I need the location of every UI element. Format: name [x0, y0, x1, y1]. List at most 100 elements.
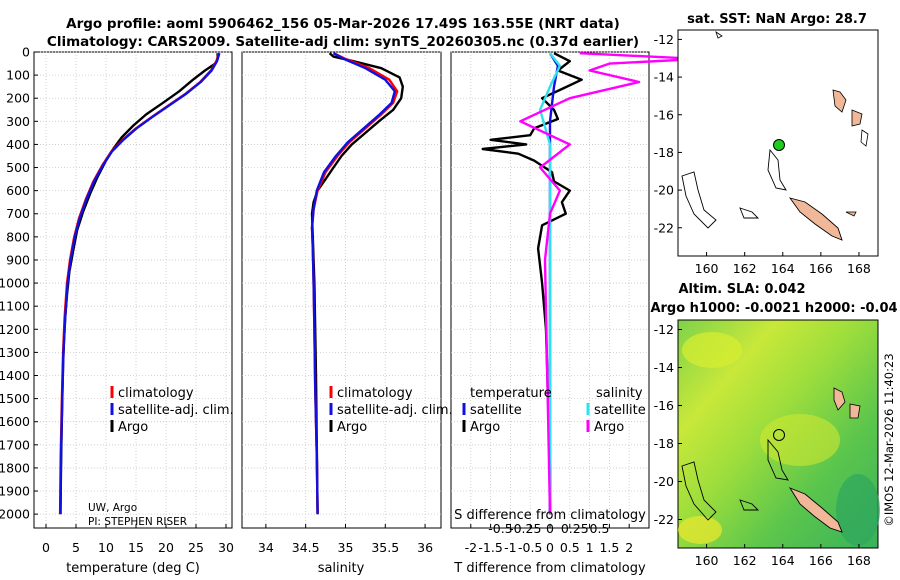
depth-tick-label: 1200: [0, 322, 30, 337]
sla-map-float-position: [773, 429, 785, 441]
sla-map-island-vanuatu-2: [849, 403, 861, 419]
lon-tick-label: 162: [733, 553, 757, 568]
diff-legend-title-temperature: temperature: [470, 386, 552, 401]
diff-legend-title-salinity: salinity: [596, 386, 643, 401]
lat-tick-label: -20: [654, 474, 674, 489]
depth-tick-label: 1000: [0, 276, 30, 291]
header-line-1: Argo profile: aoml 5906462_156 05-Mar-20…: [66, 16, 620, 32]
series-line-satellite-adj-clim-: [310, 52, 396, 515]
x-tick-label: 0.5: [560, 540, 580, 555]
sla-map-subtitle: Argo h1000: -0.0021 h2000: -0.04: [650, 301, 897, 316]
depth-tick-label: 1600: [0, 414, 30, 429]
sst-map-island-vanuatu-3: [860, 129, 869, 147]
series-line-satellite-adj-clim-: [59, 52, 221, 515]
sal-panel-frame: [241, 51, 442, 529]
depth-tick-label: 1900: [0, 484, 30, 499]
x-tick-label: 0: [546, 540, 554, 555]
x-tick-label: 1: [586, 540, 594, 555]
x-tick-label: -2: [465, 540, 477, 555]
lat-tick-label: -12: [654, 322, 674, 337]
x-tick-label: 34: [258, 540, 274, 555]
lat-tick-label: -20: [654, 183, 674, 198]
x-tick-label: 15: [128, 540, 144, 555]
diff-legend-label-t-argo: Argo: [470, 420, 500, 435]
temp-panel-frame: [33, 51, 233, 529]
s-diff-tick-label: -0.25: [509, 521, 541, 536]
sla-map-low-patch: [836, 474, 880, 546]
sst-map: [677, 29, 879, 257]
lon-tick-label: 166: [809, 261, 833, 276]
temp-x-label: temperature (deg C): [66, 561, 200, 576]
x-tick-label: 5: [72, 540, 80, 555]
diff-legend: temperature salinity satellite Argo sate…: [462, 386, 646, 435]
diff-legend-label-t-satellite: satellite: [470, 403, 522, 418]
sla-map: [677, 319, 880, 549]
x-tick-label: -1: [504, 540, 516, 555]
lat-tick-label: -14: [654, 360, 674, 375]
lat-tick-label: -12: [654, 32, 674, 47]
x-tick-label: 20: [158, 540, 174, 555]
profile-lines: [58, 52, 700, 515]
lon-tick-label: 162: [733, 261, 757, 276]
depth-tick-label: 500: [6, 160, 30, 175]
lat-tick-label: -18: [654, 145, 674, 160]
depth-tick-label: 1800: [0, 460, 30, 475]
sal-legend: climatology satellite-adj. clim. Argo: [329, 386, 453, 435]
lon-tick-label: 168: [847, 553, 871, 568]
depth-tick-label: 1700: [0, 437, 30, 452]
depth-tick-label: 900: [6, 252, 30, 267]
lon-tick-label: 160: [695, 261, 719, 276]
depth-tick-label: 200: [6, 91, 30, 106]
s-diff-tick-label: 0: [546, 521, 554, 536]
temp-legend: climatology satellite-adj. clim. Argo: [110, 386, 234, 435]
x-tick-label: 35.5: [371, 540, 399, 555]
s-diff-tick-label: 0.25: [561, 521, 589, 536]
depth-tick-label: 600: [6, 183, 30, 198]
depth-tick-label: 0: [22, 45, 30, 60]
sst-map-islet-1: [715, 31, 723, 39]
x-tick-label: 36: [417, 540, 433, 555]
sla-map-new-caledonia: [788, 487, 843, 533]
sst-map-new-caledonia: [788, 197, 843, 241]
sst-map-loyalty-islands: [845, 211, 857, 217]
sla-map-reef-1: [767, 438, 789, 481]
depth-tick-label: 1100: [0, 299, 30, 314]
x-tick-label: 34.5: [292, 540, 320, 555]
sst-map-reef-1: [767, 148, 787, 191]
diff-legend-label-s-argo: Argo: [594, 420, 624, 435]
legend-label-satellite-adj: satellite-adj. clim.: [118, 403, 234, 418]
lat-tick-label: -16: [654, 107, 674, 122]
grid-layer: [34, 51, 649, 528]
series-line-t-argo: [481, 52, 583, 515]
x-tick-label: 35: [338, 540, 354, 555]
lat-tick-label: -16: [654, 398, 674, 413]
s-diff-axis-label: S difference from climatology: [454, 508, 646, 523]
x-tick-label: 30: [218, 540, 234, 555]
imos-credit: ©IMOS 12-Mar-2026 11:40:23: [882, 353, 896, 526]
x-tick-label: -1.5: [478, 540, 502, 555]
sst-map-float-position: [773, 139, 785, 151]
depth-tick-label: 1300: [0, 345, 30, 360]
lon-tick-label: 164: [771, 261, 795, 276]
sla-map-high-patch-3: [678, 516, 722, 544]
depth-tick-label: 1400: [0, 368, 30, 383]
series-line-s-satellite: [538, 52, 562, 515]
depth-tick-label: 800: [6, 229, 30, 244]
x-tick-label: 1.5: [599, 540, 619, 555]
sst-map-island-vanuatu-1: [832, 89, 847, 113]
pi-note: PI: STEPHEN RISER: [88, 516, 187, 528]
sal-legend-label-argo: Argo: [337, 420, 367, 435]
sla-map-title: Altim. SLA: 0.042: [679, 282, 806, 297]
depth-tick-label: 400: [6, 137, 30, 152]
lat-tick-label: -22: [654, 220, 674, 235]
sst-map-title: sat. SST: NaN Argo: 28.7: [687, 12, 867, 27]
sla-map-high-patch-2: [760, 414, 840, 466]
x-axis-ticks: 0 5 10 15 20 25 30 34 34.5 35 35.5 36 -2 -1.5 -1 -0.5 0 0…: [42, 524, 633, 555]
depth-axis: 0 100 200 300 400 500 600 700 800 900 1000 1100 1200…: [0, 45, 38, 522]
depth-tick-label: 300: [6, 114, 30, 129]
sla-map-island-vanuatu-1: [833, 387, 846, 411]
depth-tick-label: 700: [6, 206, 30, 221]
x-tick-label: -0.5: [518, 540, 542, 555]
lat-tick-label: -18: [654, 436, 674, 451]
